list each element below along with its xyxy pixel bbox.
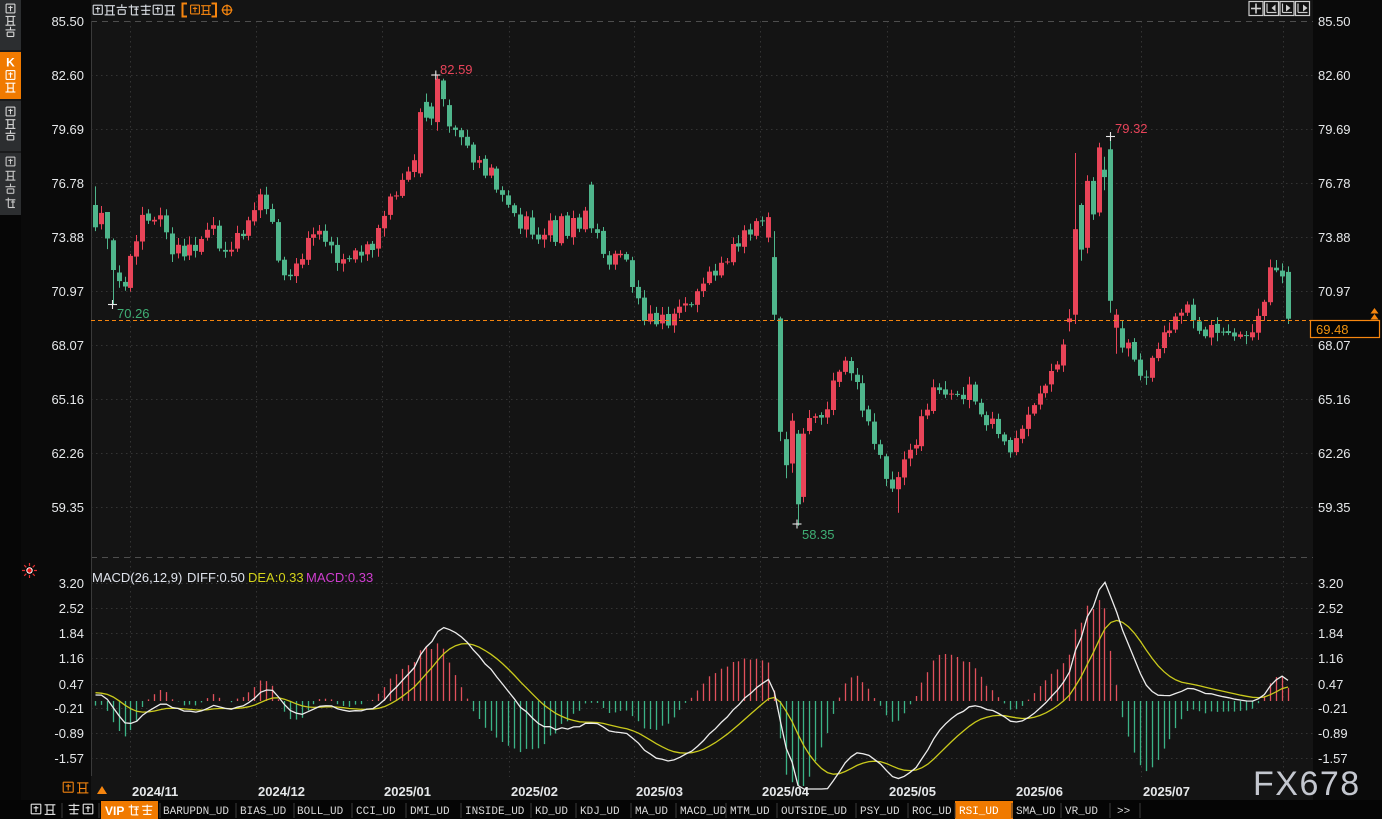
svg-text:2025/06: 2025/06: [1016, 784, 1063, 799]
svg-text:70.97: 70.97: [51, 284, 84, 299]
svg-text:0.47: 0.47: [59, 677, 84, 692]
svg-text:62.26: 62.26: [51, 446, 84, 461]
svg-text:-0.89: -0.89: [1318, 726, 1348, 741]
svg-text:2.52: 2.52: [1318, 601, 1343, 616]
svg-text:3.20: 3.20: [1318, 576, 1343, 591]
svg-text:BIAS_UD: BIAS_UD: [240, 806, 287, 818]
svg-text:VR_UD: VR_UD: [1065, 806, 1098, 818]
svg-text:INSIDE_UD: INSIDE_UD: [465, 806, 525, 818]
svg-text:70.26: 70.26: [117, 306, 150, 321]
svg-text:65.16: 65.16: [1318, 392, 1351, 407]
svg-text:RSI_UD: RSI_UD: [959, 806, 999, 818]
svg-text:DEA:0.33: DEA:0.33: [248, 570, 304, 585]
svg-text:73.88: 73.88: [1318, 230, 1351, 245]
svg-text:2025/04: 2025/04: [762, 784, 810, 799]
svg-text:MACD(26,12,9): MACD(26,12,9): [92, 570, 182, 585]
svg-text:MACD_UD: MACD_UD: [680, 806, 727, 818]
svg-text:59.35: 59.35: [1318, 500, 1351, 515]
svg-text:85.50: 85.50: [51, 14, 84, 29]
svg-text:68.07: 68.07: [1318, 338, 1351, 353]
svg-text:CCI_UD: CCI_UD: [356, 806, 396, 818]
svg-text:-1.57: -1.57: [54, 751, 84, 766]
svg-text:DMI_UD: DMI_UD: [410, 806, 450, 818]
svg-text:MA_UD: MA_UD: [635, 806, 668, 818]
svg-text:2024/11: 2024/11: [132, 784, 178, 799]
svg-text:79.32: 79.32: [1115, 121, 1148, 136]
svg-text:2025/05: 2025/05: [889, 784, 936, 799]
svg-text:1.16: 1.16: [59, 651, 84, 666]
svg-text:0.47: 0.47: [1318, 677, 1343, 692]
svg-text:2025/07: 2025/07: [1143, 784, 1190, 799]
svg-text:62.26: 62.26: [1318, 446, 1351, 461]
svg-text:DIFF:0.50: DIFF:0.50: [187, 570, 245, 585]
svg-text:79.69: 79.69: [51, 122, 84, 137]
svg-text:VIP: VIP: [105, 804, 124, 818]
svg-text:2025/02: 2025/02: [511, 784, 558, 799]
svg-text:69.48: 69.48: [1316, 322, 1349, 337]
svg-text:73.88: 73.88: [51, 230, 84, 245]
svg-text:2025/03: 2025/03: [636, 784, 683, 799]
svg-text:85.50: 85.50: [1318, 14, 1351, 29]
svg-text:58.35: 58.35: [802, 527, 835, 542]
svg-text:2024/12: 2024/12: [258, 784, 305, 799]
svg-text:3.20: 3.20: [59, 576, 84, 591]
svg-text:PSY_UD: PSY_UD: [860, 806, 900, 818]
svg-text:82.59: 82.59: [440, 62, 473, 77]
svg-text:SMA_UD: SMA_UD: [1016, 806, 1056, 818]
svg-text:-0.89: -0.89: [54, 726, 84, 741]
svg-text:2.52: 2.52: [59, 601, 84, 616]
svg-text:MTM_UD: MTM_UD: [730, 806, 770, 818]
svg-text:65.16: 65.16: [51, 392, 84, 407]
svg-text:70.97: 70.97: [1318, 284, 1351, 299]
svg-text:68.07: 68.07: [51, 338, 84, 353]
svg-text:2025/01: 2025/01: [384, 784, 431, 799]
svg-text:82.60: 82.60: [51, 68, 84, 83]
svg-text:KD_UD: KD_UD: [535, 806, 568, 818]
svg-text:76.78: 76.78: [1318, 176, 1351, 191]
svg-text:59.35: 59.35: [51, 500, 84, 515]
svg-text:-1.57: -1.57: [1318, 751, 1348, 766]
svg-text:1.84: 1.84: [1318, 626, 1343, 641]
svg-text:MACD:0.33: MACD:0.33: [306, 570, 373, 585]
svg-text:FX678: FX678: [1253, 765, 1361, 803]
svg-text:ROC_UD: ROC_UD: [912, 806, 952, 818]
svg-text:OUTSIDE_UD: OUTSIDE_UD: [781, 806, 847, 818]
svg-text:1.16: 1.16: [1318, 651, 1343, 666]
svg-text:BOLL_UD: BOLL_UD: [297, 806, 344, 818]
svg-text:>>: >>: [1117, 806, 1130, 818]
svg-text:1.84: 1.84: [59, 626, 84, 641]
svg-text:76.78: 76.78: [51, 176, 84, 191]
svg-text:KDJ_UD: KDJ_UD: [580, 806, 620, 818]
svg-text:K: K: [6, 56, 15, 70]
svg-text:82.60: 82.60: [1318, 68, 1351, 83]
svg-text:-0.21: -0.21: [54, 701, 84, 716]
svg-text:-0.21: -0.21: [1318, 701, 1348, 716]
svg-text:BARUPDN_UD: BARUPDN_UD: [163, 806, 229, 818]
svg-text:79.69: 79.69: [1318, 122, 1351, 137]
